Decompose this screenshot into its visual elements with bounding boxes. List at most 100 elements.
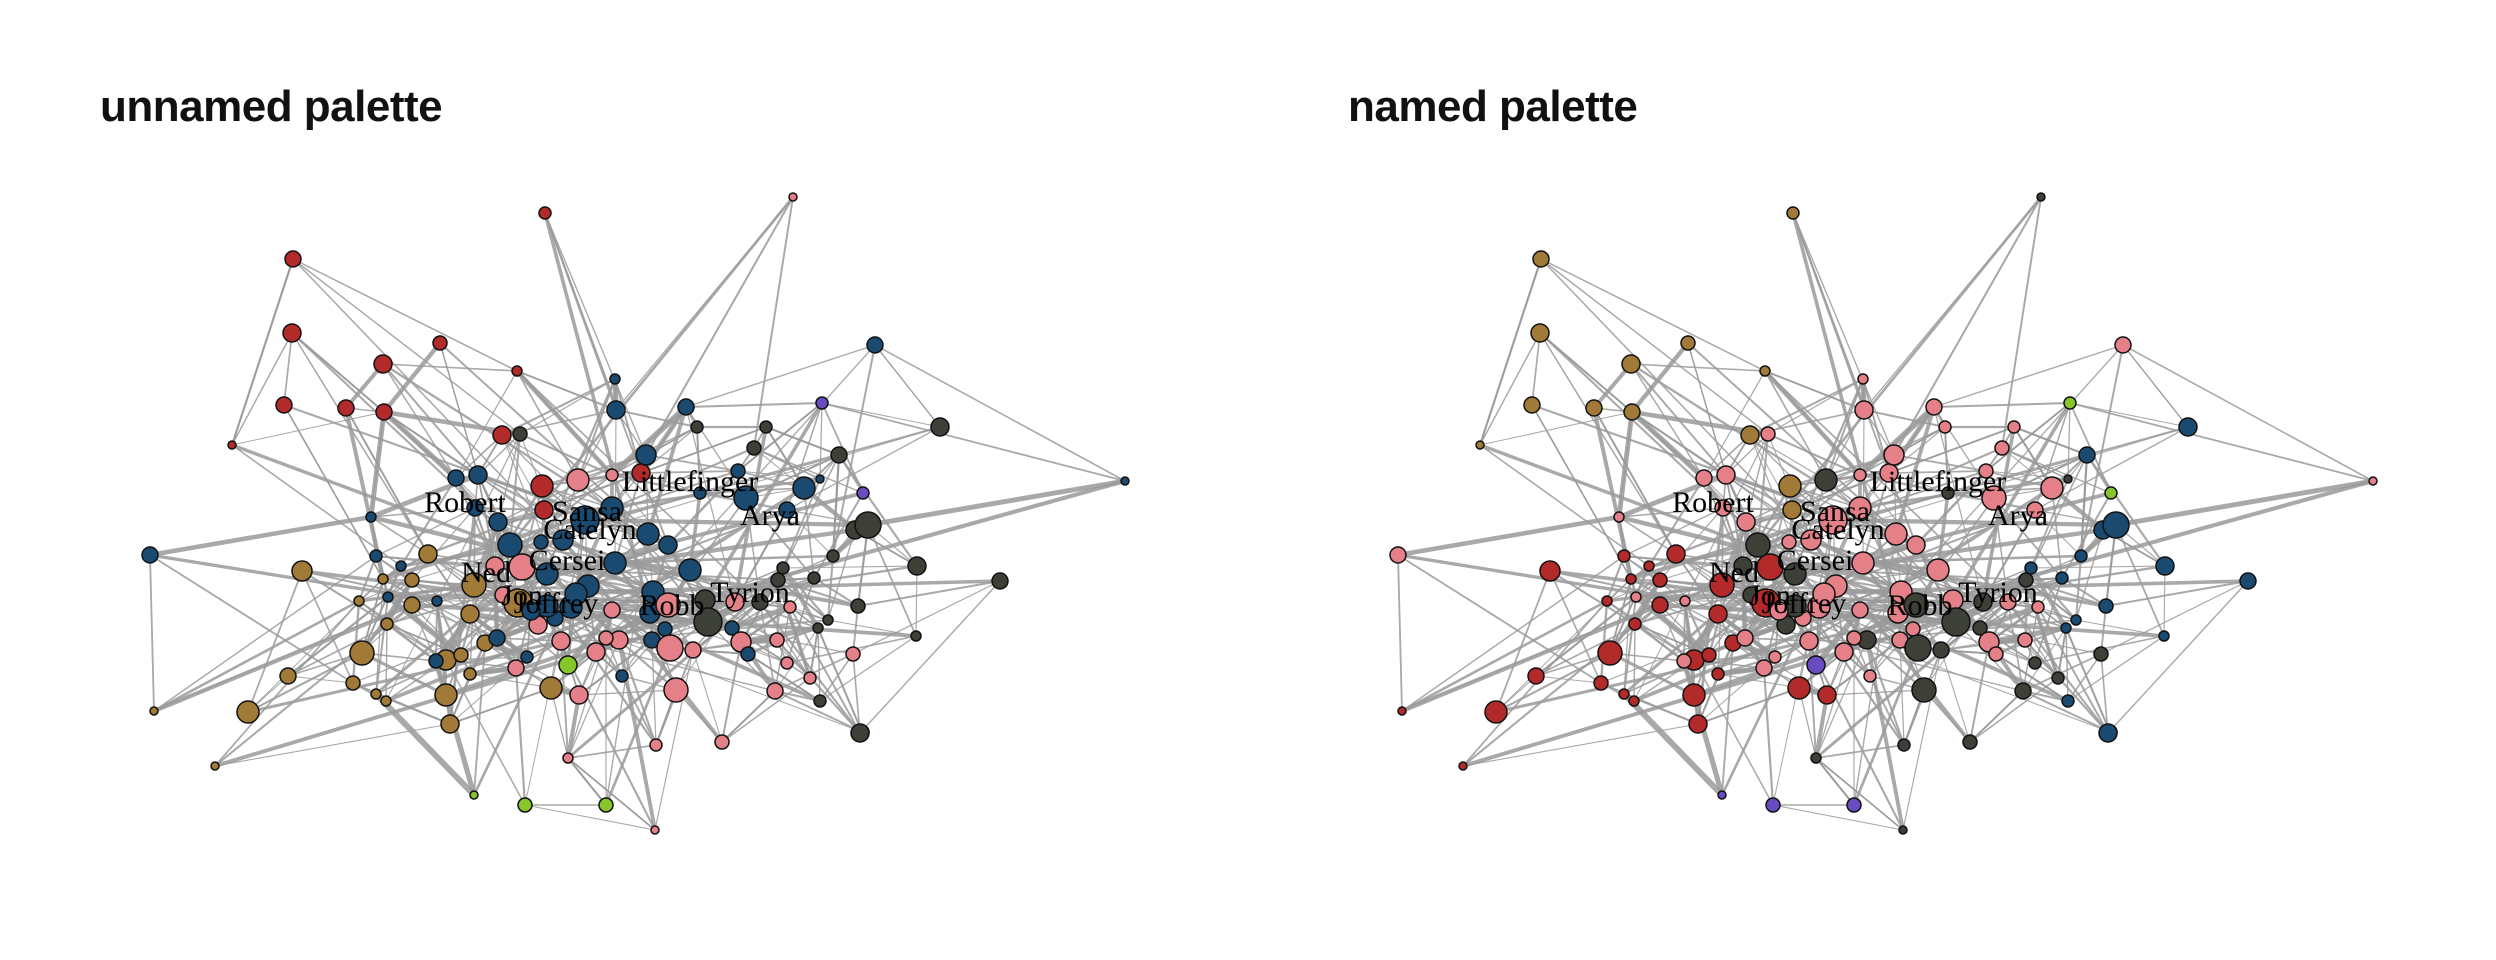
node [2155,556,2175,576]
edge [1634,623,1685,662]
edge [1687,342,1727,476]
edge [382,341,442,414]
node [1941,486,1955,500]
node [724,620,740,636]
edge [675,601,736,691]
edge [1725,433,1769,476]
edge [382,578,498,639]
edge [640,426,698,474]
node [1978,463,1994,479]
edge [852,605,859,655]
node [461,572,487,598]
node [678,558,702,582]
node [275,396,293,414]
edge [667,470,739,546]
node [227,440,237,450]
node [570,505,600,535]
node [751,593,769,611]
edge [301,570,354,684]
panel-named-palette: named palette Robert Sansa Littlefinger Ary… [1248,0,2496,960]
node [1651,596,1669,614]
node [1625,573,1637,585]
edge [439,342,479,476]
node [1783,562,1807,586]
edge [1789,485,1861,509]
edge [477,433,521,476]
edge [1756,196,2043,546]
edge [474,507,496,567]
edge [370,411,385,518]
node [2036,192,2046,202]
node [690,420,704,434]
edge [821,402,941,428]
node [538,206,552,220]
edge [2001,447,2112,494]
edge [1969,690,2024,743]
edge [1633,600,1686,702]
edge [1815,757,1855,806]
edge [2022,606,2039,692]
nodes [141,192,1130,835]
edge [1549,570,1602,684]
node [635,444,657,466]
node [1854,400,1874,420]
edge [1815,744,1905,759]
node [440,714,460,734]
edge [1703,370,1766,479]
panel-title: named palette [1348,82,1638,131]
edge [645,196,794,456]
node [1834,642,1854,662]
edge [1767,433,1861,476]
edge [782,565,918,569]
edge [2013,426,2053,489]
edge [1862,561,2107,608]
node [2007,420,2021,434]
node [714,734,730,750]
node [1740,425,1760,445]
node [485,556,505,576]
edge [1762,667,1775,806]
node [552,529,574,551]
node [2239,572,2257,590]
node [1532,250,1550,268]
edge [640,470,739,474]
edge [1888,426,2015,474]
edge [1623,578,1632,695]
edge [1749,434,1827,481]
edge [605,533,649,806]
node-label-sansa: Sansa [552,495,622,528]
edge [1809,538,1972,744]
edge [2022,690,2111,733]
edge [774,627,819,692]
edge [370,507,476,518]
node [815,474,825,484]
node [2017,632,2033,648]
node [1818,505,1848,535]
node [534,500,554,520]
edge [1618,507,1724,518]
edge [1540,258,1766,372]
edge [374,596,390,695]
edge [562,539,819,629]
node [2104,486,2118,500]
edge [2030,565,2166,569]
edge [2069,402,2189,428]
node [725,592,745,612]
edge [550,687,569,759]
edge [1622,596,1638,695]
edge [832,454,840,557]
edge [214,723,451,767]
node [615,669,629,683]
edge [1744,637,1810,642]
node [598,797,614,813]
node [1981,485,2007,511]
node-label-tyrion: Tyrion [710,576,790,609]
node [603,551,627,575]
node [603,601,621,619]
edge [867,524,917,637]
edge [1810,539,2067,629]
node [373,354,393,374]
node [1814,468,1838,492]
edge [737,402,823,472]
node-label-cersei: Cersei [529,544,606,577]
